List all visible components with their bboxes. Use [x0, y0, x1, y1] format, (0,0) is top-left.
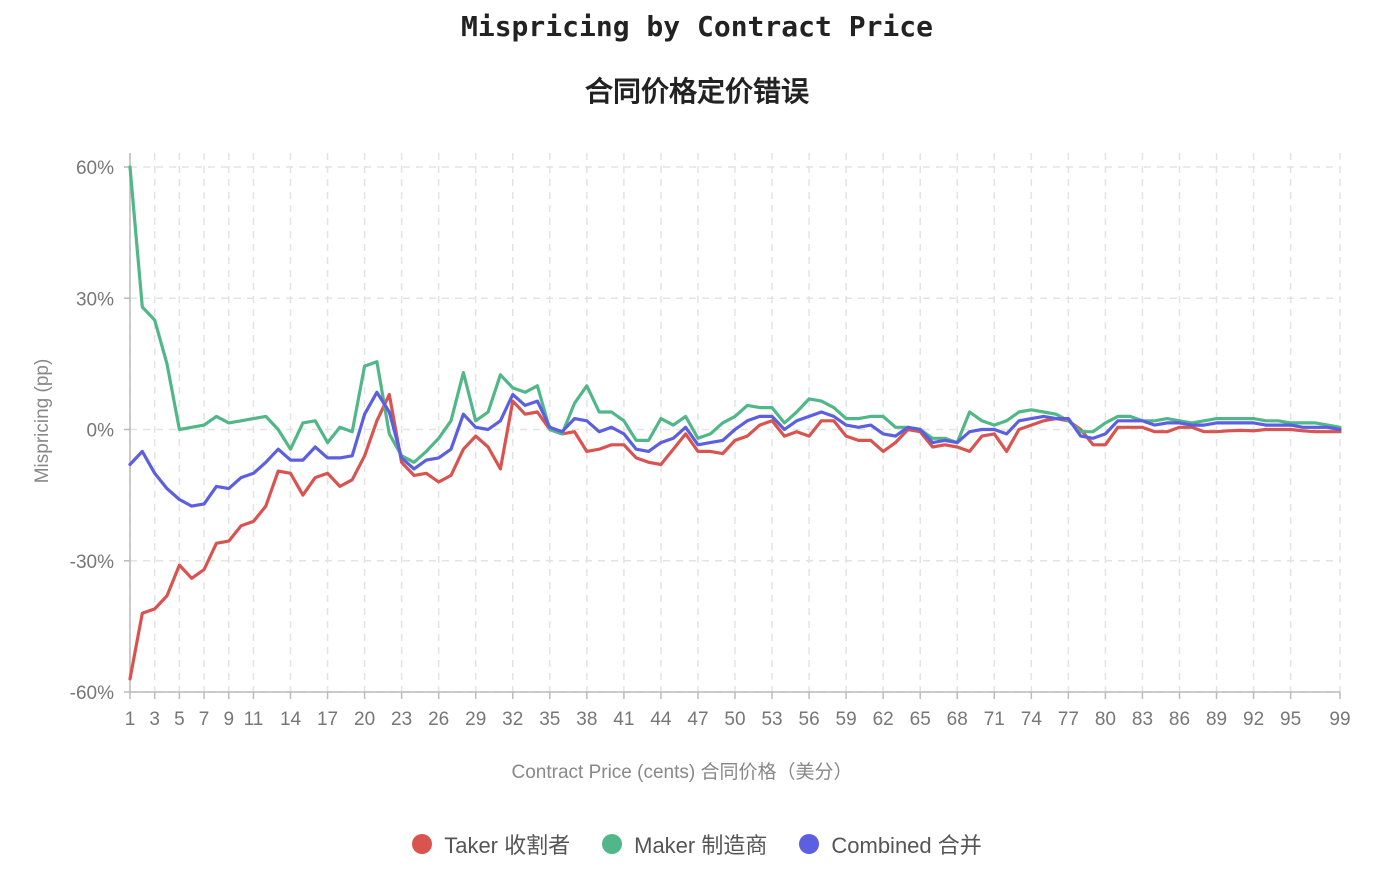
x-tick-label: 20 [354, 709, 375, 730]
x-tick-label: 68 [947, 709, 968, 730]
chart-subtitle: 合同价格定价错误 [584, 75, 809, 108]
x-tick-label: 74 [1021, 709, 1043, 730]
x-tick-label: 80 [1095, 709, 1116, 730]
series-line-taker [128, 392, 1342, 681]
x-tick-label: 11 [244, 709, 264, 730]
legend-item-taker: Taker 收割者 [412, 828, 570, 860]
x-tick-label: 26 [428, 709, 449, 730]
series-lines [128, 165, 1342, 681]
x-tick-label: 62 [873, 709, 894, 730]
y-tick-label: 60% [76, 158, 114, 179]
legend-item-combined: Combined 合并 [799, 828, 982, 860]
legend: Taker 收割者 Maker 制造商 Combined 合并 [0, 828, 1394, 860]
x-tick-label: 1 [125, 709, 136, 730]
x-tick-label: 41 [613, 709, 634, 730]
series-line-combined [128, 390, 1342, 508]
legend-label-taker: Taker 收割者 [444, 833, 571, 858]
x-tick-label: 5 [174, 709, 185, 730]
x-axis-label: Contract Price (cents) 合同价格（美分） [512, 761, 853, 783]
x-tick-label: 3 [149, 709, 160, 730]
x-tick-label: 47 [687, 709, 708, 730]
legend-swatch-combined [799, 834, 820, 854]
x-tick-label: 59 [836, 709, 857, 730]
x-tick-label: 83 [1132, 709, 1153, 730]
x-tick-label: 7 [199, 709, 210, 730]
x-tick-label: 71 [984, 709, 1005, 730]
y-tick-label: 30% [76, 289, 114, 310]
x-tick-label: 99 [1329, 709, 1350, 730]
y-tick-label: -30% [70, 552, 114, 573]
chart-title: Mispricing by Contract Price [460, 10, 933, 43]
x-tick-label: 56 [799, 709, 820, 730]
x-tick-label: 29 [465, 709, 486, 730]
x-tick-label: 32 [502, 709, 523, 730]
legend-label-maker: Maker 制造商 [634, 833, 768, 858]
x-tick-label: 86 [1169, 709, 1190, 730]
x-tick-label: 95 [1280, 709, 1301, 730]
x-tick-label: 23 [391, 709, 412, 730]
x-tick-label: 44 [650, 709, 672, 730]
x-tick-label: 17 [317, 709, 338, 730]
x-tick-label: 35 [539, 709, 560, 730]
x-tick-label: 77 [1058, 709, 1079, 730]
y-axis-label: Mispricing (pp) [32, 359, 53, 484]
x-tick-label: 38 [576, 709, 597, 730]
x-tick-label: 92 [1243, 709, 1264, 730]
legend-label-combined: Combined 合并 [831, 833, 982, 858]
legend-swatch-taker [412, 834, 433, 854]
x-tick-label: 50 [724, 709, 745, 730]
x-tick-label: 14 [280, 709, 302, 730]
y-tick-label: -60% [70, 683, 114, 704]
axes: 60%30%0%-30%-60%1 3 5 7 9 11 14 17 20 23 26 29 32 35 3… [70, 153, 1351, 730]
x-tick-label: 53 [761, 709, 782, 730]
x-tick-label: 9 [223, 709, 234, 730]
legend-swatch-maker [602, 834, 623, 854]
legend-item-maker: Maker 制造商 [602, 828, 767, 860]
y-tick-label: 0% [87, 421, 115, 442]
x-tick-label: 89 [1206, 709, 1227, 730]
x-tick-label: 65 [910, 709, 931, 730]
